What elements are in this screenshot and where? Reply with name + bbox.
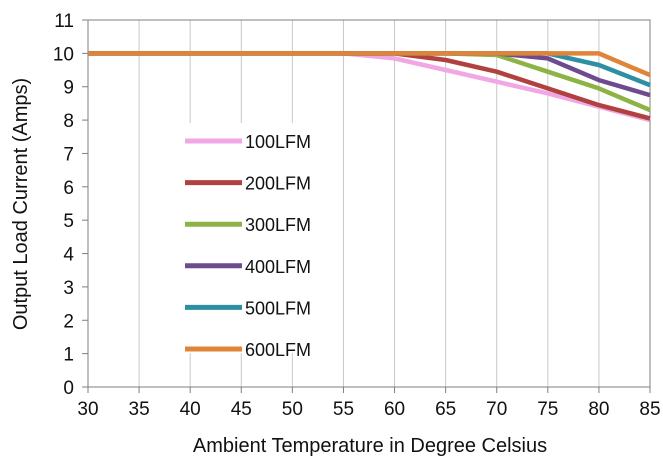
y-tick-label: 2 — [63, 311, 74, 332]
plot-frame — [87, 19, 651, 388]
series-line-200LFM — [88, 51, 651, 121]
legend-label: 100LFM — [245, 132, 311, 152]
x-tick-label: 35 — [129, 399, 150, 420]
legend-label: 300LFM — [245, 215, 311, 235]
x-axis-title: Ambient Temperature in Degree Celsius — [193, 435, 547, 457]
y-tick-label: 1 — [63, 345, 74, 366]
y-tick-label: 0 — [63, 378, 74, 399]
x-tick-label: 45 — [231, 399, 252, 420]
legend-label: 600LFM — [245, 340, 311, 360]
legend: 100LFM 200LFM 300LFM 400LFM 500LFM 600LFM — [177, 123, 335, 360]
y-tick-label: 7 — [63, 144, 74, 165]
series-line-300LFM — [88, 51, 651, 113]
x-tick-label: 65 — [435, 399, 456, 420]
x-tick-label: 55 — [333, 399, 354, 420]
y-tick-label: 11 — [54, 11, 74, 32]
legend-label: 400LFM — [245, 257, 311, 277]
y-tick-label: 10 — [53, 44, 74, 65]
x-tick-label: 75 — [537, 399, 558, 420]
y-axis-title: Output Load Current (Amps) — [10, 78, 32, 330]
legend-label: 500LFM — [245, 298, 311, 318]
y-tick-label: 6 — [63, 178, 74, 199]
x-tick-label: 40 — [180, 399, 201, 420]
y-tick-label: 8 — [63, 111, 74, 132]
x-tick-label: 85 — [639, 399, 660, 420]
y-tick-label: 5 — [63, 211, 74, 232]
series-line-100LFM — [88, 51, 651, 123]
series-line-600LFM — [88, 51, 651, 78]
legend-background — [177, 123, 335, 353]
legend-label: 200LFM — [245, 174, 311, 194]
x-tick-label: 60 — [384, 399, 405, 420]
x-tick-label: 30 — [77, 399, 98, 420]
y-tick-label: 9 — [63, 78, 74, 99]
series-layer — [87, 51, 651, 123]
x-tick-label: 80 — [588, 399, 609, 420]
y-tick-label: 4 — [63, 245, 74, 266]
y-tick-label: 3 — [63, 278, 74, 299]
x-tick-label: 70 — [486, 399, 507, 420]
x-tick-label: 50 — [282, 399, 303, 420]
